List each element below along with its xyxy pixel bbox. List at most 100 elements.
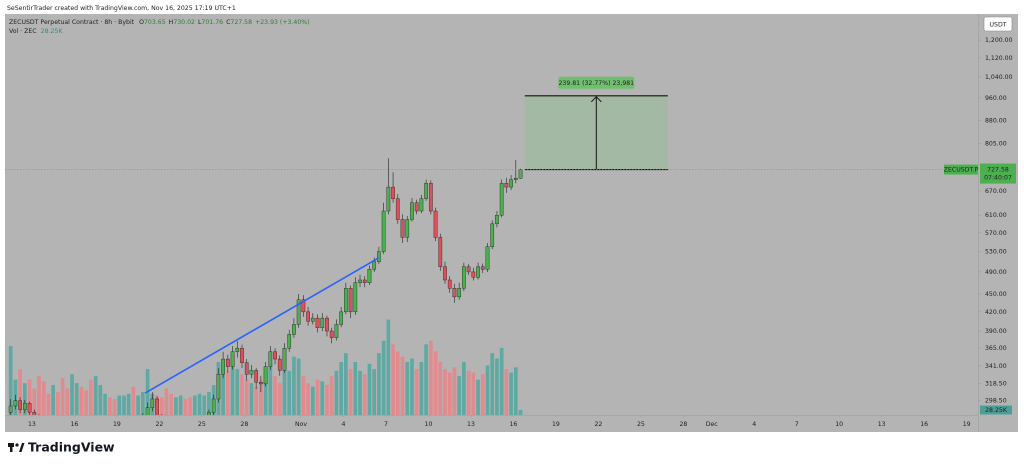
volume-bar [268, 361, 273, 415]
x-tick-label: 22 [155, 421, 163, 428]
volume-bar [310, 386, 315, 415]
y-tick-label: 1,120.00 [985, 55, 1013, 62]
candle-body [282, 347, 287, 371]
volume-bar [174, 397, 178, 415]
volume-bar [424, 344, 428, 415]
ohlc-value: 730.02 [173, 19, 195, 26]
volume-bar [41, 381, 46, 415]
brand-logo [8, 443, 25, 452]
symbol-tag: ZECUSDT.P [944, 167, 979, 174]
candle-body [244, 362, 249, 375]
candle-body [32, 412, 37, 415]
volume-bar [263, 372, 268, 415]
y-tick-label: 670.00 [985, 188, 1007, 195]
candle-body [18, 400, 22, 410]
y-tick-label: 365.00 [985, 345, 1007, 352]
volume-bar [339, 361, 343, 415]
candle-body [480, 266, 485, 270]
candle-body [348, 288, 353, 313]
volume-bar [74, 383, 79, 415]
candle-body [410, 202, 414, 220]
candle-body [259, 382, 263, 385]
target-label-box [558, 76, 635, 89]
candle-body [22, 403, 27, 410]
candle-body [405, 219, 410, 238]
x-tick-label: 28 [679, 421, 687, 428]
candle-body [414, 202, 419, 212]
candle-body [495, 215, 499, 225]
volume-bar [353, 361, 358, 415]
candle-body [249, 370, 254, 375]
candle-body [367, 269, 372, 283]
candle-body [419, 198, 424, 212]
candle-body [263, 366, 268, 385]
volume-bar [480, 374, 485, 415]
volume-bar [79, 386, 84, 415]
candle-body [225, 358, 230, 367]
volume-bar [414, 369, 419, 415]
currency-button[interactable] [983, 16, 1013, 32]
volume-bar [136, 395, 140, 415]
volume-bar [164, 388, 169, 415]
volume-bar [230, 361, 235, 415]
candle-body [499, 183, 504, 216]
candle-body [216, 374, 221, 400]
y-tick-label: 1,040.00 [985, 74, 1013, 81]
ohlc-letter: O [139, 19, 144, 26]
candle-body [320, 317, 325, 328]
candle-body [27, 403, 32, 413]
volume-bar [462, 361, 466, 415]
volume-bar [46, 393, 51, 415]
candle-body [287, 334, 292, 349]
candle-body [353, 282, 358, 313]
volume-bar [306, 383, 310, 415]
ohlc-letter: C [226, 19, 230, 26]
candle-body [518, 169, 523, 179]
volume-bar [457, 376, 462, 415]
symbol-title: ZECUSDT Perpetual Contract · 8h · Bybit [9, 19, 135, 26]
volume-bar [438, 361, 443, 415]
currency-label[interactable]: USDT [989, 22, 1006, 29]
volume-bar [93, 376, 98, 415]
volume-bar [410, 358, 414, 415]
candle-body [268, 351, 273, 367]
volume-bar [249, 383, 254, 415]
volume-bar [471, 372, 476, 415]
candle-body [150, 398, 155, 408]
candle-body [329, 330, 334, 338]
candle-body [254, 370, 259, 383]
candle-body [490, 223, 495, 247]
x-tick-label: 16 [920, 421, 928, 428]
volume-bar [362, 374, 367, 415]
y-tick-label: 570.00 [985, 230, 1007, 237]
candle-body [377, 251, 381, 262]
volume-bar [282, 369, 287, 415]
y-tick-label: 1,200.00 [985, 37, 1013, 44]
volume-bar [89, 379, 93, 415]
volume-bar [22, 383, 27, 415]
candle-body [334, 324, 339, 338]
volume-bar [386, 319, 391, 415]
volume-bar [301, 376, 306, 415]
volume-bar [395, 351, 400, 415]
volume-bar [447, 372, 452, 415]
volume-bar [98, 384, 103, 415]
candle-body [221, 358, 225, 375]
volume-bar [60, 377, 65, 415]
volume-bar [197, 393, 202, 415]
x-tick-label: 28 [240, 421, 248, 428]
volume-bar [400, 356, 405, 415]
candle-body [211, 398, 216, 413]
volume-bar [202, 395, 207, 415]
volume-bar [126, 393, 131, 415]
volume-bar [391, 344, 395, 415]
volume-bar [188, 397, 192, 415]
candle-body [428, 183, 433, 212]
candle-body [145, 407, 150, 415]
volume-bar [315, 379, 320, 415]
volume-bar [367, 363, 372, 415]
volume-bar [32, 388, 37, 415]
candle-body [400, 219, 405, 238]
volume-bar [112, 399, 117, 415]
candle-body [471, 271, 476, 278]
